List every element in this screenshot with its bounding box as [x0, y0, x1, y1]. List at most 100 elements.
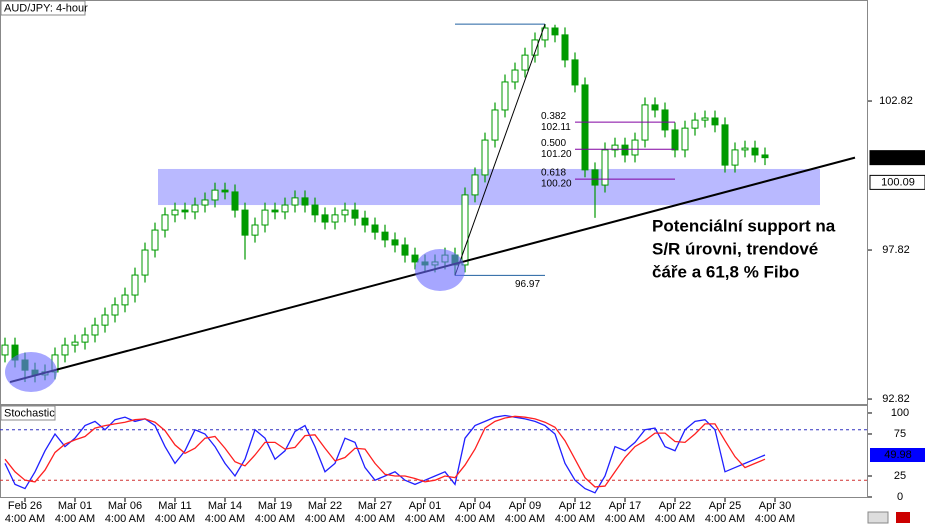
x-tick-time: 4:00 AM [205, 513, 245, 525]
candle-body [181, 209, 189, 213]
candle-body [471, 174, 479, 196]
chart-title: AUD/JPY: 4-hour [4, 2, 88, 14]
x-tick-label: Apr 04 [459, 500, 491, 512]
candle-body [721, 124, 729, 166]
fib-ratio: 0.382 [541, 111, 566, 122]
candle-body [301, 197, 309, 206]
stochastic-line [4, 415, 766, 488]
candle-body [501, 81, 509, 111]
candle-body [191, 204, 199, 213]
candle-body [401, 244, 409, 256]
x-tick-time: 4:00 AM [705, 513, 745, 525]
candle-body [581, 84, 589, 171]
price-marker [869, 174, 925, 190]
candle-body [311, 204, 319, 216]
candle-body [651, 104, 659, 111]
highlight-circle [5, 352, 57, 392]
scroll-icon[interactable] [896, 512, 910, 523]
candle-body [221, 189, 229, 193]
x-tick-label: Apr 25 [709, 500, 741, 512]
price-marker-label: 100.09 [881, 176, 915, 188]
x-tick-label: Mar 14 [208, 500, 242, 512]
candle-body [381, 231, 389, 241]
x-tick-label: Apr 30 [759, 500, 791, 512]
candle-body [351, 209, 359, 219]
candle-body [71, 341, 79, 346]
x-tick-time: 4:00 AM [305, 513, 345, 525]
x-tick-time: 4:00 AM [455, 513, 495, 525]
x-tick-label: Mar 22 [308, 500, 342, 512]
candle-body [491, 109, 499, 141]
candle-body [101, 314, 109, 326]
title-box [0, 0, 86, 16]
candle-body [551, 27, 559, 36]
candle-body [531, 39, 539, 56]
candle-body [571, 59, 579, 86]
candle-body [161, 214, 169, 231]
candle-body [141, 249, 149, 276]
candle-body [151, 229, 159, 251]
candle-body [591, 169, 599, 186]
x-tick-label: Apr 09 [509, 500, 541, 512]
x-tick-time: 4:00 AM [655, 513, 695, 525]
candle-body [271, 209, 279, 213]
candle-body [121, 294, 129, 306]
candle-body [731, 149, 739, 166]
candle-body [761, 154, 769, 159]
candle-body [461, 194, 469, 266]
sr-zone [158, 168, 820, 206]
y-tick-label: 102.82 [879, 95, 913, 107]
candle-body [681, 127, 689, 151]
candle-body [91, 324, 99, 336]
candle-body [341, 209, 349, 216]
x-tick-label: Apr 01 [409, 500, 441, 512]
candle-body [481, 139, 489, 176]
y-tick-label: 25 [894, 470, 906, 482]
fib-ratio: 0.500 [541, 138, 566, 149]
candle-body [511, 69, 519, 83]
candle-body [131, 274, 139, 296]
fib-price: 102.11 [541, 122, 571, 133]
y-tick-label: 92.82 [882, 393, 910, 405]
candle-body [281, 204, 289, 213]
candle-body [331, 214, 339, 223]
x-tick-time: 4:00 AM [505, 513, 545, 525]
candle-body [371, 224, 379, 233]
x-tick-label: Apr 12 [559, 500, 591, 512]
x-tick-label: Feb 26 [8, 500, 42, 512]
candle-body [321, 214, 329, 223]
x-tick-label: Apr 22 [659, 500, 691, 512]
y-tick-label: 97.82 [882, 244, 910, 256]
candle-body [211, 189, 219, 201]
candle-body [411, 254, 419, 263]
candle-body [661, 109, 669, 131]
x-tick-time: 4:00 AM [155, 513, 195, 525]
fib-ratio: 0.618 [541, 168, 566, 179]
price-marker [869, 150, 925, 166]
candle-body [261, 209, 269, 226]
candle-body [61, 344, 69, 356]
stochastic-panel [0, 405, 868, 498]
swing-low-label: 96.97 [515, 279, 540, 290]
candle-body [711, 117, 719, 126]
candle-body [251, 224, 259, 236]
x-tick-time: 4:00 AM [105, 513, 145, 525]
x-tick-label: Mar 01 [58, 500, 92, 512]
annotation: čáře a 61,8 % Fibo [652, 262, 799, 281]
highlight-circle [415, 249, 465, 291]
candle-body [1, 344, 9, 356]
value-marker [870, 448, 925, 463]
x-tick-time: 4:00 AM [255, 513, 295, 525]
annotation: S/R úrovni, trendové [652, 239, 818, 258]
candle-body [741, 147, 749, 151]
scroll-icon[interactable] [867, 511, 889, 524]
candle-body [201, 199, 209, 206]
x-tick-time: 4:00 AM [755, 513, 795, 525]
x-tick-label: Mar 11 [158, 500, 191, 512]
x-tick-label: Mar 06 [108, 500, 142, 512]
candle-body [81, 334, 89, 343]
x-tick-time: 4:00 AM [55, 513, 95, 525]
x-tick-label: Mar 27 [358, 500, 392, 512]
stoch-title-box [0, 405, 56, 421]
